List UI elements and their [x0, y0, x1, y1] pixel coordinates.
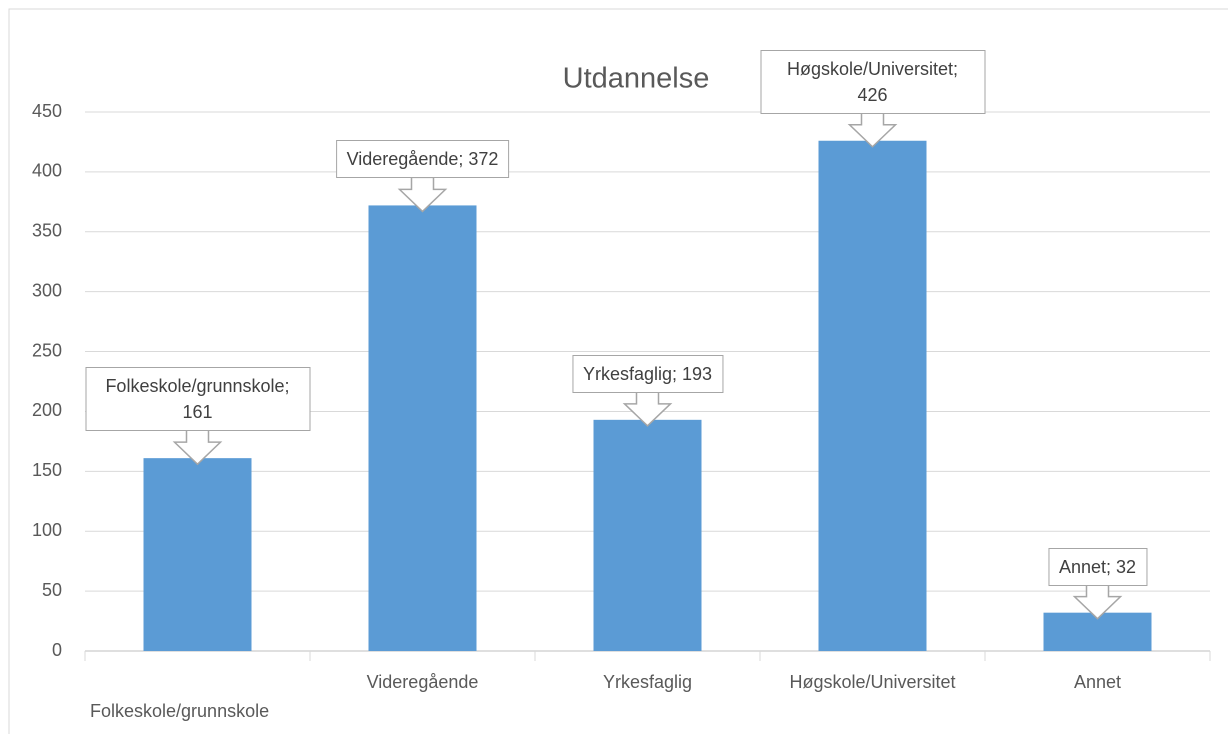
data-label: Videregående; 372 [335, 140, 510, 179]
y-tick-label: 350 [32, 221, 62, 241]
y-tick-label: 250 [32, 340, 62, 360]
callout-arrow [397, 176, 448, 213]
data-label: Høgskole/Universitet; 426 [760, 49, 985, 114]
callout-arrow [622, 391, 673, 427]
y-tick-label: 50 [42, 580, 62, 600]
y-tick-label: 150 [32, 460, 62, 480]
y-tick-label: 100 [32, 520, 62, 540]
x-tick-label: Folkeskole/grunnskole [90, 701, 269, 721]
y-tick-label: 200 [32, 400, 62, 420]
bar [818, 140, 927, 651]
x-tick-label: Høgskole/Universitet [789, 672, 955, 692]
data-label: Folkeskole/grunnskole; 161 [85, 367, 310, 432]
chart-title: Utdannelse [563, 63, 710, 95]
x-tick-label: Annet [1074, 672, 1121, 692]
bar [593, 419, 702, 651]
data-label: Yrkesfaglig; 193 [571, 354, 724, 393]
y-tick-label: 450 [32, 101, 62, 121]
chart-border [8, 8, 1228, 734]
x-tick-label: Yrkesfaglig [603, 672, 692, 692]
y-tick-label: 0 [52, 640, 62, 660]
y-tick-label: 300 [32, 280, 62, 300]
y-tick-label: 400 [32, 161, 62, 181]
callout-arrow [847, 111, 898, 148]
bar [368, 205, 477, 651]
callout-arrow [1072, 583, 1123, 620]
data-label: Annet; 32 [1047, 547, 1148, 586]
x-tick-label: Videregående [367, 672, 479, 692]
bar [143, 458, 252, 651]
callout-arrow [172, 429, 223, 466]
